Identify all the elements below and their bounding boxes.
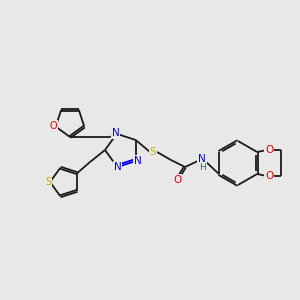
Text: N: N: [114, 162, 122, 172]
Text: S: S: [45, 177, 51, 187]
Text: N: N: [198, 154, 206, 164]
Text: O: O: [173, 175, 181, 185]
Text: S: S: [150, 147, 156, 157]
Text: N: N: [134, 156, 142, 166]
Text: O: O: [50, 121, 58, 130]
Text: O: O: [265, 145, 273, 155]
Text: O: O: [265, 171, 273, 181]
Text: H: H: [199, 163, 206, 172]
Text: N: N: [112, 128, 120, 138]
